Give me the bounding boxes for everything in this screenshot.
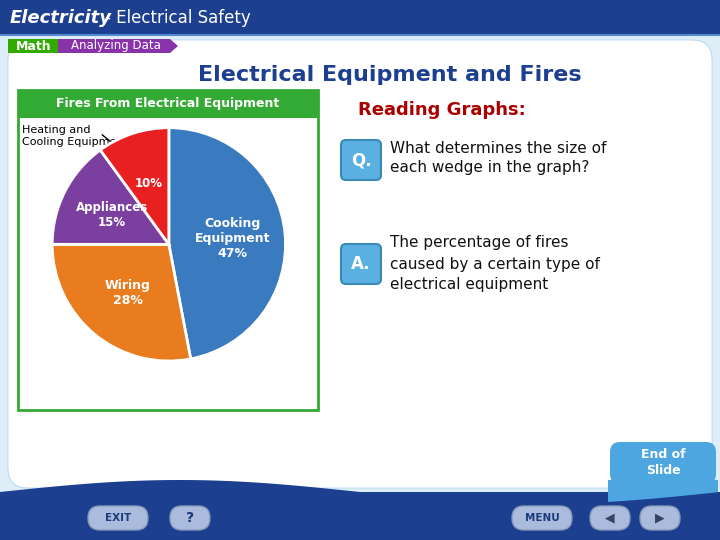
- Text: Wiring
28%: Wiring 28%: [104, 280, 150, 307]
- Wedge shape: [52, 150, 168, 244]
- Wedge shape: [100, 128, 169, 244]
- Text: ▶: ▶: [655, 511, 665, 524]
- Text: What determines the size of
each wedge in the graph?: What determines the size of each wedge i…: [390, 140, 606, 176]
- FancyBboxPatch shape: [170, 506, 210, 530]
- Text: ?: ?: [186, 511, 194, 525]
- FancyBboxPatch shape: [590, 506, 630, 530]
- FancyBboxPatch shape: [341, 244, 381, 284]
- FancyBboxPatch shape: [512, 506, 572, 530]
- Polygon shape: [58, 39, 178, 53]
- Polygon shape: [608, 480, 718, 502]
- Text: Math: Math: [16, 39, 52, 52]
- FancyBboxPatch shape: [610, 442, 716, 484]
- Text: Fires From Electrical Equipment: Fires From Electrical Equipment: [56, 98, 279, 111]
- Text: EXIT: EXIT: [105, 513, 131, 523]
- Text: Appliances
15%: Appliances 15%: [76, 201, 148, 229]
- FancyBboxPatch shape: [341, 140, 381, 180]
- Text: MENU: MENU: [525, 513, 559, 523]
- FancyBboxPatch shape: [18, 90, 318, 410]
- Wedge shape: [52, 244, 191, 361]
- Polygon shape: [8, 39, 68, 53]
- Text: Q.: Q.: [351, 151, 372, 169]
- Text: Analyzing Data: Analyzing Data: [71, 39, 161, 52]
- Text: ◀: ◀: [606, 511, 615, 524]
- Text: 10%: 10%: [135, 177, 163, 190]
- Text: The percentage of fires
caused by a certain type of
electrical equipment: The percentage of fires caused by a cert…: [390, 235, 600, 293]
- Text: A.: A.: [351, 255, 371, 273]
- Text: Reading Graphs:: Reading Graphs:: [358, 101, 526, 119]
- Text: - Electrical Safety: - Electrical Safety: [105, 9, 251, 27]
- FancyBboxPatch shape: [0, 0, 720, 35]
- FancyBboxPatch shape: [0, 35, 720, 492]
- FancyBboxPatch shape: [640, 506, 680, 530]
- FancyBboxPatch shape: [88, 506, 148, 530]
- Text: Heating and
Cooling Equipment: Heating and Cooling Equipment: [22, 125, 128, 146]
- Text: Electricity: Electricity: [10, 9, 112, 27]
- Text: Cooking
Equipment
47%: Cooking Equipment 47%: [195, 217, 271, 260]
- FancyBboxPatch shape: [8, 40, 712, 488]
- Text: Electrical Equipment and Fires: Electrical Equipment and Fires: [198, 65, 582, 85]
- Text: End of
Slide: End of Slide: [641, 449, 685, 477]
- Polygon shape: [0, 480, 720, 540]
- FancyBboxPatch shape: [18, 90, 318, 118]
- Wedge shape: [168, 128, 285, 359]
